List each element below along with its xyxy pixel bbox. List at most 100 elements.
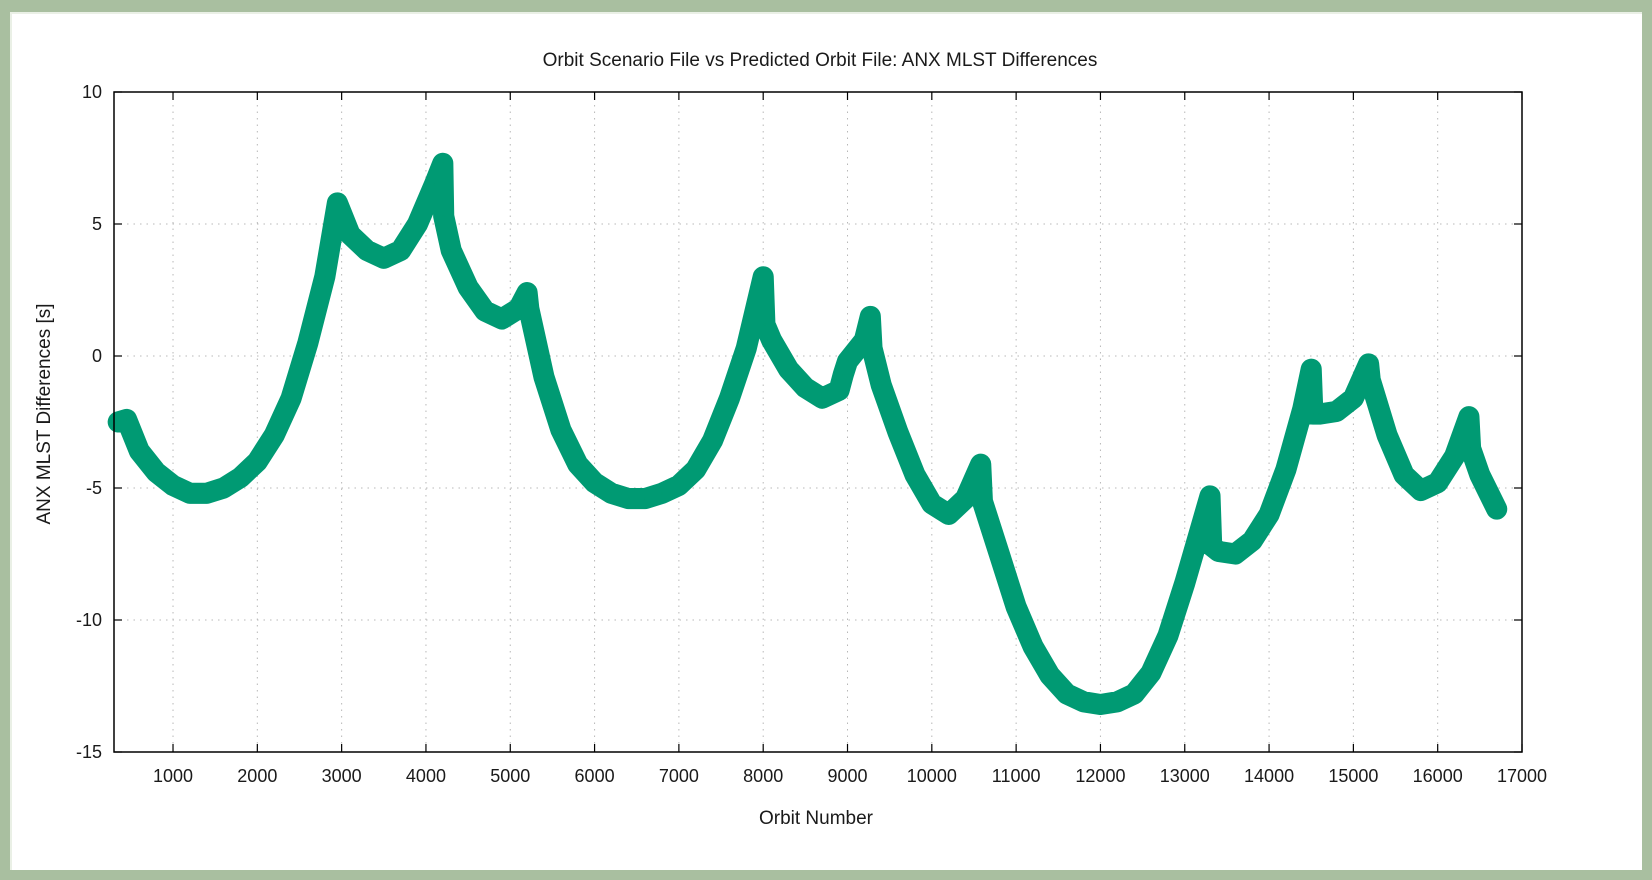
data-point [433,183,436,186]
x-tick-label: 13000 [1160,766,1210,786]
data-point [1209,494,1211,497]
y-tick-label: -15 [76,742,102,762]
data-point [1453,455,1456,458]
data-point [117,421,120,423]
data-point [416,223,419,225]
data-point [979,463,982,466]
data-point [399,249,402,252]
data-point [1478,473,1481,476]
data-point [290,397,293,400]
data-point [1200,524,1203,526]
data-point [1099,703,1102,706]
data-point [323,275,326,278]
data-point [1048,674,1051,677]
x-tick-label: 3000 [322,766,362,786]
series-group [107,152,1508,716]
data-point [1166,634,1169,637]
data-point [1318,413,1321,416]
x-tick-label: 10000 [907,766,957,786]
data-point [677,484,680,487]
data-point [543,376,545,379]
data-point [138,450,141,452]
data-point [627,497,630,500]
plot-border [113,91,1523,753]
data-point [1419,489,1422,492]
data-point [838,389,841,392]
data-point [527,307,530,310]
tick-labels: 1000 2000 3000 4000 5000 6000 7000 8000 9000 1000… [76,82,1547,786]
tick-marks [114,91,1523,753]
x-tick-label: 9000 [827,766,867,786]
data-point [172,484,174,487]
data-point [694,468,697,471]
data-point [1133,692,1136,695]
data-point [1301,407,1304,410]
data-point [1032,645,1034,648]
chart-title: Orbit Scenario File vs Predicted Orbit F… [543,50,1098,71]
data-point [1310,368,1313,371]
data-point [770,339,773,342]
data-point [306,341,309,344]
data-point [871,347,873,350]
data-point [821,397,824,400]
y-tick-label: -10 [76,610,102,630]
data-point [1082,700,1085,703]
data-point [1311,413,1314,416]
data-point [842,373,845,376]
data-point [1369,378,1372,381]
x-tick-label: 15000 [1328,766,1378,786]
data-point [256,460,259,463]
data-point [897,431,900,434]
data-point [576,463,579,466]
data-point [1015,605,1018,608]
data-point [125,418,128,421]
data-point [1436,481,1439,484]
data-point [610,492,613,495]
data-point [441,162,444,165]
data-point [155,471,158,474]
data-point [644,497,647,500]
data-point [863,339,866,342]
data-point [947,513,950,516]
data-point [728,397,731,400]
data-point [1150,671,1152,674]
data-point [880,384,883,386]
x-tick-label: 1000 [153,766,193,786]
x-tick-label: 6000 [575,766,615,786]
data-point [349,233,352,236]
data-point [484,310,486,313]
data-point [846,360,849,363]
data-point [1403,473,1405,476]
data-point [442,215,445,218]
x-tick-label: 12000 [1075,766,1125,786]
data-point [1495,508,1498,511]
x-tick-label: 17000 [1497,766,1547,786]
x-tick-label: 5000 [490,766,530,786]
series-line [107,152,1508,716]
data-point [745,347,748,350]
data-point [869,315,872,318]
data-point [450,249,453,252]
data-point [1469,447,1472,450]
x-tick-label: 14000 [1244,766,1294,786]
data-point [787,368,790,371]
data-point [1284,468,1287,471]
data-point [559,428,562,431]
data-point [998,553,1001,555]
data-point [593,481,596,484]
data-point [1467,415,1470,418]
data-point [1183,582,1186,584]
data-point [517,307,520,310]
data-point [188,492,191,495]
data-point [1367,362,1370,365]
chart-svg: Orbit Scenario File vs Predicted Orbit F… [34,50,1547,829]
data-point [661,492,663,495]
data-point [930,502,933,505]
y-tick-label: 10 [82,82,102,102]
data-point [1386,434,1389,437]
data-point [382,257,385,260]
data-point [711,439,714,442]
data-point [365,249,368,252]
chart-frame: Orbit Scenario File vs Predicted Orbit F… [10,12,1642,870]
x-tick-label: 4000 [406,766,446,786]
